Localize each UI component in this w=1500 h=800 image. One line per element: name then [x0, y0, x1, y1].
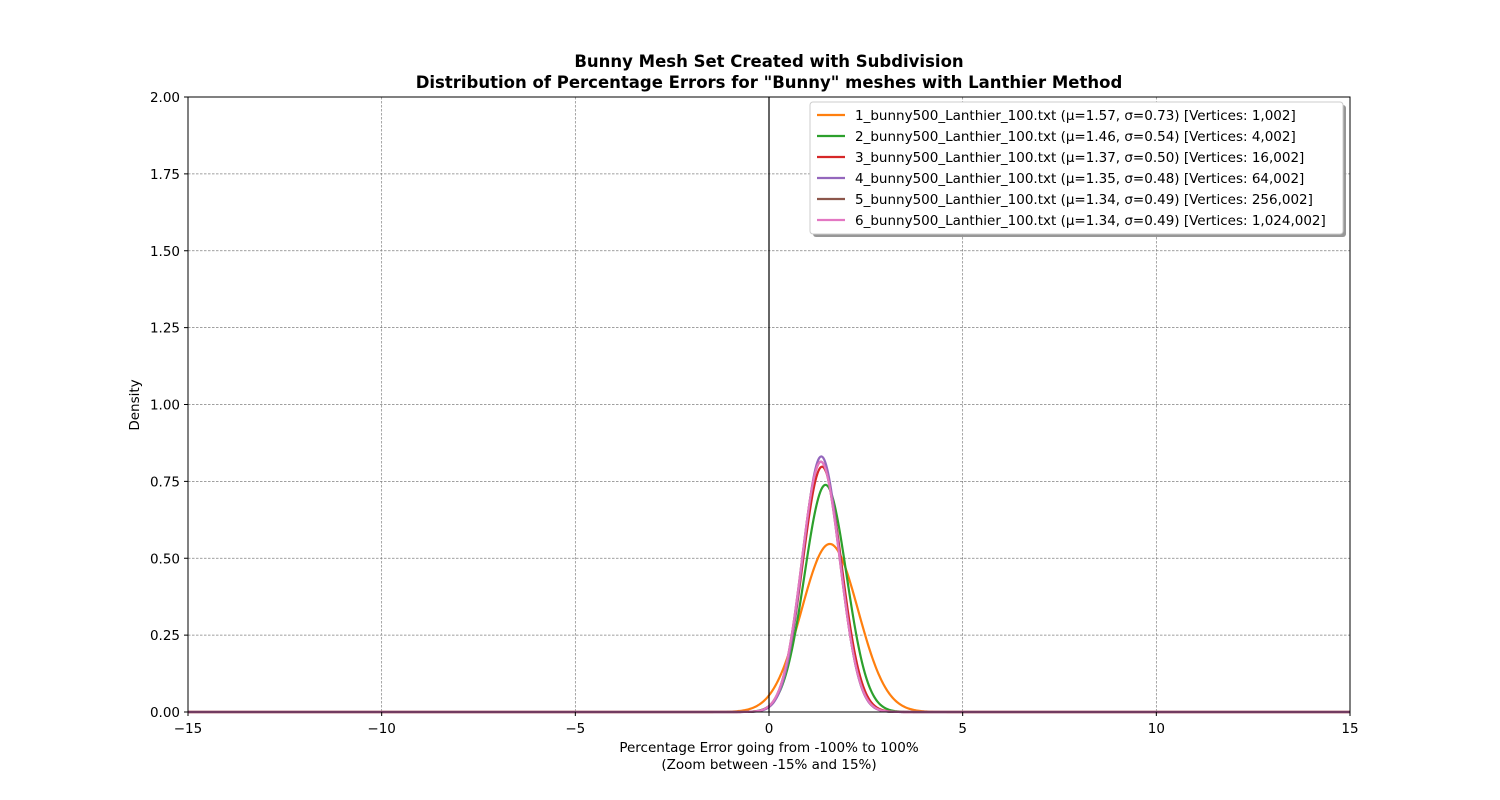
x-tick-label: 15 [1341, 721, 1358, 737]
y-tick-label: 0.75 [150, 474, 180, 490]
x-tick-label: 0 [765, 721, 774, 737]
legend: 1_bunny500_Lanthier_100.txt (μ=1.57, σ=0… [809, 101, 1346, 237]
legend-frame [809, 101, 1344, 235]
x-axis-label: Percentage Error going from -100% to 100… [619, 740, 919, 756]
x-tick-label: −10 [367, 721, 396, 737]
y-tick-label: 1.00 [150, 398, 180, 414]
legend-label-5: 5_bunny500_Lanthier_100.txt (μ=1.34, σ=0… [855, 192, 1313, 208]
legend-entries: 1_bunny500_Lanthier_100.txt (μ=1.57, σ=0… [817, 108, 1326, 229]
y-tick-label: 1.50 [150, 244, 180, 260]
y-tick-label: 0.00 [150, 705, 180, 721]
y-tick-label: 1.75 [150, 167, 180, 183]
legend-label-1: 1_bunny500_Lanthier_100.txt (μ=1.57, σ=0… [855, 108, 1296, 124]
legend-label-3: 3_bunny500_Lanthier_100.txt (μ=1.37, σ=0… [855, 150, 1304, 166]
x-tick-label: −15 [174, 721, 203, 737]
y-tick-label: 0.25 [150, 628, 180, 644]
chart-subtitle: Distribution of Percentage Errors for "B… [416, 73, 1123, 92]
legend-label-6: 6_bunny500_Lanthier_100.txt (μ=1.34, σ=0… [855, 213, 1326, 229]
legend-label-4: 4_bunny500_Lanthier_100.txt (μ=1.35, σ=0… [855, 171, 1304, 187]
x-tick-label: −5 [565, 721, 585, 737]
y-tick-label: 2.00 [150, 90, 180, 106]
legend-label-2: 2_bunny500_Lanthier_100.txt (μ=1.46, σ=0… [855, 129, 1296, 145]
x-tick-label: 10 [1148, 721, 1165, 737]
y-tick-label: 0.50 [150, 551, 180, 567]
x-tick-label: 5 [958, 721, 967, 737]
y-axis-label: Density [127, 379, 143, 430]
x-axis-label-zoom: (Zoom between -15% and 15%) [661, 757, 876, 773]
y-tick-label: 1.25 [150, 321, 180, 337]
chart-title: Bunny Mesh Set Created with Subdivision [574, 52, 963, 71]
ticks: −15 −10 −5 0 5 10 15 0.00 0.25 0.50 0.75 1.00 1.25 1.… [150, 90, 1359, 737]
